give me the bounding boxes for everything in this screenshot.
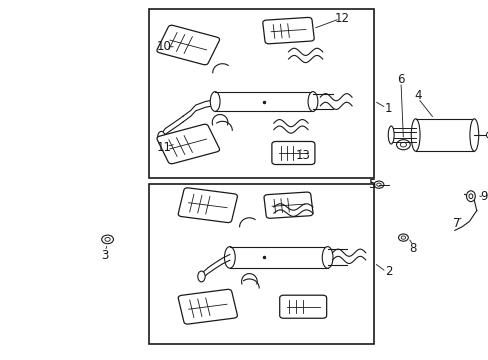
Text: 11: 11 [156,141,171,154]
Text: 13: 13 [295,149,310,162]
Text: 6: 6 [396,73,404,86]
Ellipse shape [486,132,488,138]
Text: 10: 10 [156,40,171,53]
FancyBboxPatch shape [264,192,312,218]
FancyBboxPatch shape [157,124,219,164]
Ellipse shape [157,131,164,142]
FancyBboxPatch shape [178,289,237,324]
Text: 12: 12 [334,12,349,25]
FancyBboxPatch shape [157,25,219,65]
Text: 1: 1 [384,102,392,114]
Ellipse shape [210,91,220,111]
Text: 8: 8 [408,242,416,255]
Ellipse shape [322,247,332,268]
Ellipse shape [197,271,205,282]
Text: 4: 4 [413,89,421,102]
FancyBboxPatch shape [178,188,237,222]
Bar [149,9,373,178]
Text: 3: 3 [101,249,109,262]
Ellipse shape [224,247,235,268]
Ellipse shape [469,119,478,151]
Ellipse shape [307,91,317,111]
Bar [149,184,373,344]
Ellipse shape [387,126,393,144]
Ellipse shape [466,191,474,202]
Text: 9: 9 [479,190,487,203]
Ellipse shape [410,119,419,151]
Text: 5: 5 [367,178,375,191]
Ellipse shape [468,194,472,198]
FancyBboxPatch shape [279,295,326,318]
FancyBboxPatch shape [262,17,314,44]
Text: 7: 7 [452,217,460,230]
FancyBboxPatch shape [271,141,314,165]
Text: 2: 2 [384,265,392,278]
